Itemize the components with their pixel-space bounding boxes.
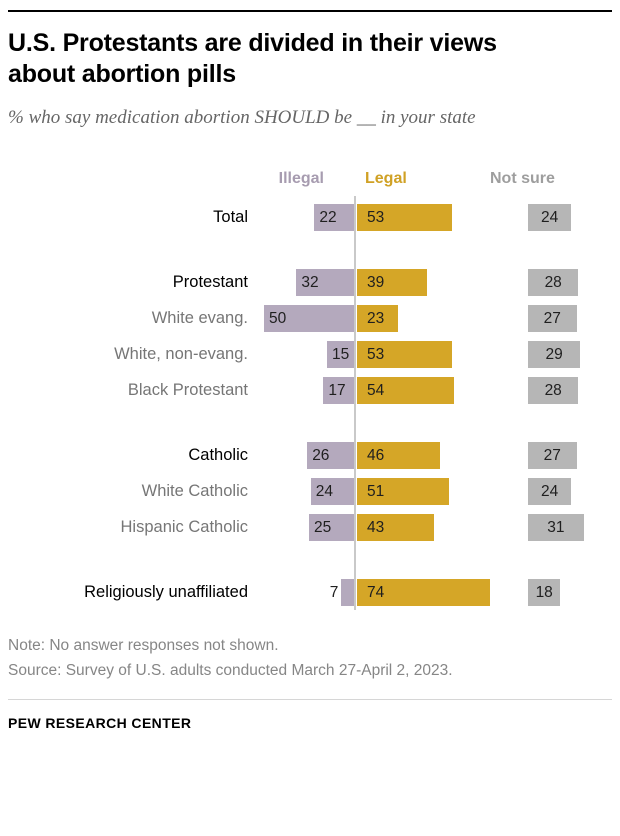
illegal-bar (310, 477, 354, 505)
illegal-value: 25 (314, 518, 332, 536)
legal-value: 39 (367, 273, 385, 291)
footer-divider (8, 698, 612, 700)
illegal-value: 26 (312, 446, 330, 464)
not-sure-bar (528, 513, 584, 541)
legal-bar (357, 441, 440, 469)
illegal-value: 24 (315, 482, 334, 500)
page: U.S. Protestants are divided in their vi… (8, 10, 612, 731)
note-line: Note: No answer responses not shown. (8, 636, 279, 654)
notes: Note: No answer responses not shown. Sou… (8, 634, 612, 684)
not-sure-bar (528, 441, 577, 469)
not-sure-value: 27 (543, 309, 561, 327)
chart-row-religiously-unaffiliated: Religiously unaffiliated 7 74 18 (8, 578, 612, 606)
not-sure-bar (528, 268, 579, 296)
source-line: Source: Survey of U.S. adults conducted … (8, 661, 453, 679)
legal-bar (357, 340, 453, 368)
legal-value: 23 (367, 309, 385, 327)
chart-row-protestant: Protestant 32 39 28 (8, 268, 612, 296)
illegal-bar (264, 304, 354, 332)
not-sure-value: 28 (544, 273, 562, 291)
chart-row-black-protestant: Black Protestant 17 54 28 (8, 376, 612, 404)
not-sure-bar (528, 203, 572, 231)
not-sure-bar (528, 340, 581, 368)
not-sure-value: 31 (547, 518, 565, 536)
legal-value: 46 (367, 446, 385, 464)
legal-value: 43 (367, 518, 385, 536)
legal-value: 54 (367, 381, 385, 399)
legal-value: 74 (367, 583, 385, 601)
chart-row-catholic: Catholic 26 46 27 (8, 441, 612, 469)
legal-bar (357, 203, 453, 231)
legal-bar (357, 513, 435, 541)
illegal-value: 22 (319, 208, 337, 226)
legal-bar (357, 304, 399, 332)
not-sure-value: 28 (544, 381, 562, 399)
legal-bar (357, 578, 491, 606)
column-header-illegal: Illegal (278, 169, 324, 187)
not-sure-value: 27 (543, 446, 561, 464)
chart-row-white-catholic: White Catholic 24 51 24 (8, 477, 612, 505)
illegal-bar (314, 203, 354, 231)
not-sure-value: 29 (545, 345, 563, 363)
chart-subtitle: % who say medication abortion SHOULD be … (8, 107, 476, 128)
row-label-religiously-unaffiliated: Religiously unaffiliated (84, 582, 248, 601)
chart-row-total: Total 22 53 24 (8, 203, 612, 231)
legal-bar (357, 477, 449, 505)
chart-title: U.S. Protestants are divided in their vi… (8, 29, 497, 88)
row-label-black-protestant: Black Protestant (127, 380, 248, 399)
illegal-bar (296, 268, 354, 296)
legal-value: 53 (367, 208, 385, 226)
illegal-bar (309, 513, 354, 541)
legal-bar (357, 376, 455, 404)
not-sure-bar (528, 578, 561, 606)
illegal-bar (307, 441, 354, 469)
row-label-catholic: Catholic (188, 445, 248, 464)
axis-line (354, 195, 356, 610)
chart-row-hispanic-catholic: Hispanic Catholic 25 43 31 (8, 513, 612, 541)
top-rule (8, 10, 612, 12)
column-header-legal: Legal (365, 169, 407, 187)
not-sure-bar (528, 376, 579, 404)
legal-value: 51 (367, 482, 385, 500)
illegal-value: 17 (328, 381, 346, 399)
column-headers: Illegal Legal Not sure (8, 170, 612, 192)
row-label-white-non-evang: White, non-evang. (114, 344, 248, 363)
illegal-bar (323, 376, 354, 404)
row-label-white-evang: White evang. (151, 308, 248, 327)
not-sure-value: 24 (540, 208, 559, 226)
chart-row-white-evang: White evang. 50 23 27 (8, 304, 612, 332)
row-label-protestant: Protestant (172, 272, 248, 291)
not-sure-value: 18 (535, 583, 553, 601)
chart-row-white-non-evang: White, non-evang. 15 53 29 (8, 340, 612, 368)
not-sure-bar (528, 477, 572, 505)
not-sure-value: 24 (540, 482, 559, 500)
legal-bar (357, 268, 428, 296)
row-label-total: Total (213, 207, 248, 226)
illegal-bar (327, 340, 354, 368)
illegal-value: 15 (332, 345, 350, 363)
row-label-hispanic-catholic: Hispanic Catholic (120, 517, 248, 536)
illegal-value: 7 (329, 583, 339, 601)
footer-brand: PEW RESEARCH CENTER (8, 714, 192, 731)
column-header-not-sure: Not sure (490, 169, 555, 187)
illegal-value: 50 (269, 309, 287, 327)
illegal-bar (341, 578, 354, 606)
not-sure-bar (528, 304, 577, 332)
illegal-value: 32 (301, 273, 319, 291)
legal-value: 53 (367, 345, 385, 363)
row-label-white-catholic: White Catholic (141, 481, 248, 500)
bar-chart: Total 22 53 24 Protestant 32 39 28 White evang. 5… (8, 195, 612, 610)
